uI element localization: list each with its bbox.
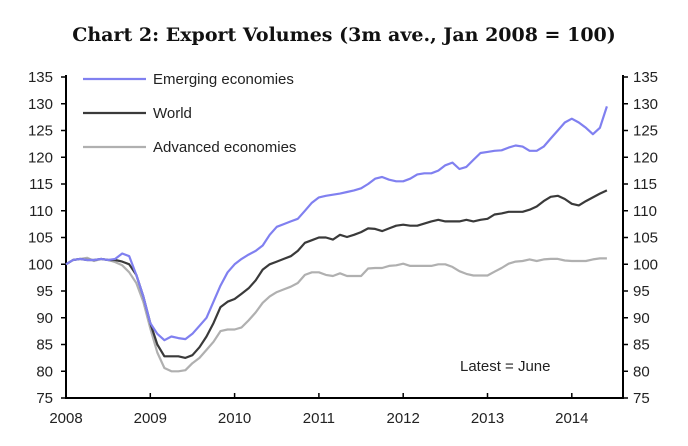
y-tick-label-left: 135 [28, 69, 53, 86]
y-tick-label-right: 90 [633, 310, 650, 327]
y-tick-label-right: 75 [633, 390, 650, 407]
y-tick-label-left: 85 [36, 337, 53, 354]
y-tick-label-left: 110 [29, 203, 53, 220]
x-tick-label: 2011 [303, 410, 335, 427]
y-tick-label-left: 75 [36, 390, 53, 407]
y-tick-label-right: 120 [633, 149, 658, 166]
series-line-advanced-economies [65, 256, 607, 373]
y-tick-label-right: 105 [633, 230, 658, 247]
series-line-emerging-economies [65, 106, 608, 342]
y-tick-label-right: 135 [633, 69, 658, 86]
x-tick-label: 2010 [218, 410, 251, 427]
y-tick-label-right: 110 [633, 203, 657, 220]
x-tick-label: 2014 [555, 410, 588, 427]
y-tick-label-right: 130 [633, 96, 658, 113]
y-tick-label-right: 100 [633, 256, 658, 273]
x-tick-label: 2009 [134, 410, 167, 427]
y-tick-label-left: 130 [28, 96, 53, 113]
y-tick-label-left: 125 [28, 123, 53, 140]
y-tick-label-left: 90 [36, 310, 53, 327]
legend-label: Advanced economies [153, 139, 296, 156]
legend-label: World [153, 105, 192, 122]
y-tick-label-right: 125 [633, 123, 658, 140]
y-tick-label-right: 115 [633, 176, 657, 193]
legend-label: Emerging economies [153, 71, 294, 88]
chart-title: Chart 2: Export Volumes (3m ave., Jan 20… [72, 24, 616, 46]
y-tick-label-left: 80 [36, 363, 53, 380]
x-tick-label: 2013 [471, 410, 504, 427]
x-tick-label: 2008 [49, 410, 82, 427]
y-tick-label-left: 105 [28, 230, 53, 247]
y-tick-label-left: 120 [28, 149, 53, 166]
y-tick-label-right: 80 [633, 363, 650, 380]
x-tick-label: 2012 [387, 410, 420, 427]
y-tick-label-left: 100 [28, 256, 53, 273]
y-tick-label-left: 115 [29, 176, 53, 193]
y-tick-label-left: 95 [36, 283, 53, 300]
annotation-latest: Latest = June [460, 358, 550, 375]
y-tick-label-right: 95 [633, 283, 650, 300]
y-tick-label-right: 85 [633, 337, 650, 354]
series-line-world [65, 189, 608, 359]
